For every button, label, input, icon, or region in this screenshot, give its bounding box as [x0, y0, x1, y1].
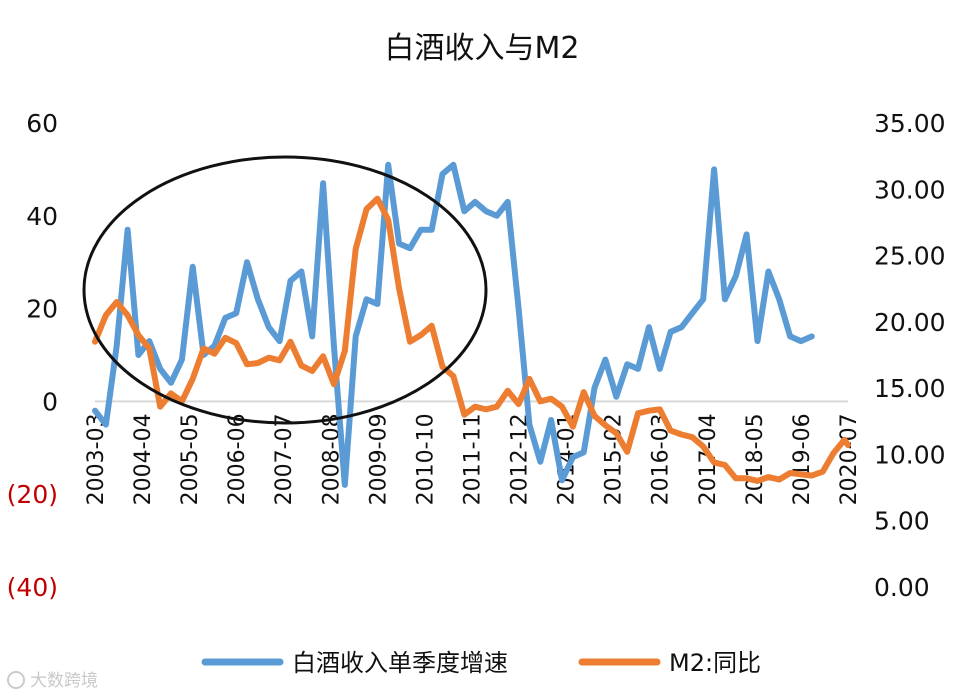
right-tick-label: 30.00: [874, 175, 946, 204]
left-axis-ticks: 60 40 20 0 (20) (40): [7, 109, 58, 602]
left-tick-label: 60: [26, 109, 58, 138]
legend: 白酒收入单季度增速 M2:同比: [201, 649, 761, 677]
series-line-liquor-revenue: [92, 161, 815, 488]
x-tick-label: 2005-05: [178, 413, 203, 505]
legend-label-m2: M2:同比: [669, 649, 761, 677]
x-tick-label: 2006-06: [225, 413, 250, 505]
x-tick-label: 2011-11: [461, 413, 486, 505]
x-tick-label: 2003-03: [84, 413, 109, 505]
left-tick-label: 40: [26, 202, 58, 231]
x-tick-label: 2019-06: [790, 413, 815, 505]
right-tick-label: 5.00: [874, 507, 930, 536]
left-tick-label: 20: [26, 295, 58, 324]
series-line-m2: [92, 195, 851, 484]
watermark-text: 大数跨境: [30, 671, 98, 691]
right-tick-label: 15.00: [874, 374, 946, 403]
x-tick-label: 2017-04: [696, 413, 721, 505]
left-tick-label: (20): [7, 480, 58, 509]
right-tick-label: 0.00: [874, 573, 930, 602]
left-tick-label: (40): [7, 573, 58, 602]
right-axis-ticks: 35.00 30.00 25.00 20.00 15.00 10.00 5.00 0.00: [874, 109, 946, 602]
x-tick-label: 2018-05: [743, 413, 768, 505]
left-tick-label: 0: [42, 387, 58, 416]
x-tick-label: 2007-07: [272, 413, 297, 505]
highlight-ellipse: [82, 155, 488, 425]
series-layer: [92, 161, 851, 488]
x-tick-label: 2020-07: [837, 413, 862, 505]
right-tick-label: 20.00: [874, 308, 946, 337]
watermark-logo-icon: [7, 671, 25, 689]
right-tick-label: 25.00: [874, 242, 946, 271]
x-tick-label: 2010-10: [413, 413, 438, 505]
watermark: 大数跨境: [7, 671, 98, 691]
right-tick-label: 10.00: [874, 440, 946, 469]
x-tick-label: 2009-09: [366, 413, 391, 505]
x-tick-label: 2004-04: [131, 413, 156, 505]
right-tick-label: 35.00: [874, 109, 946, 138]
chart-title: 白酒收入与M2: [385, 31, 580, 66]
legend-label-liquor-revenue: 白酒收入单季度增速: [292, 649, 508, 677]
x-axis-ticks: 2003-03 2004-04 2005-05 2006-06 2007-07 2008-…: [84, 413, 862, 505]
